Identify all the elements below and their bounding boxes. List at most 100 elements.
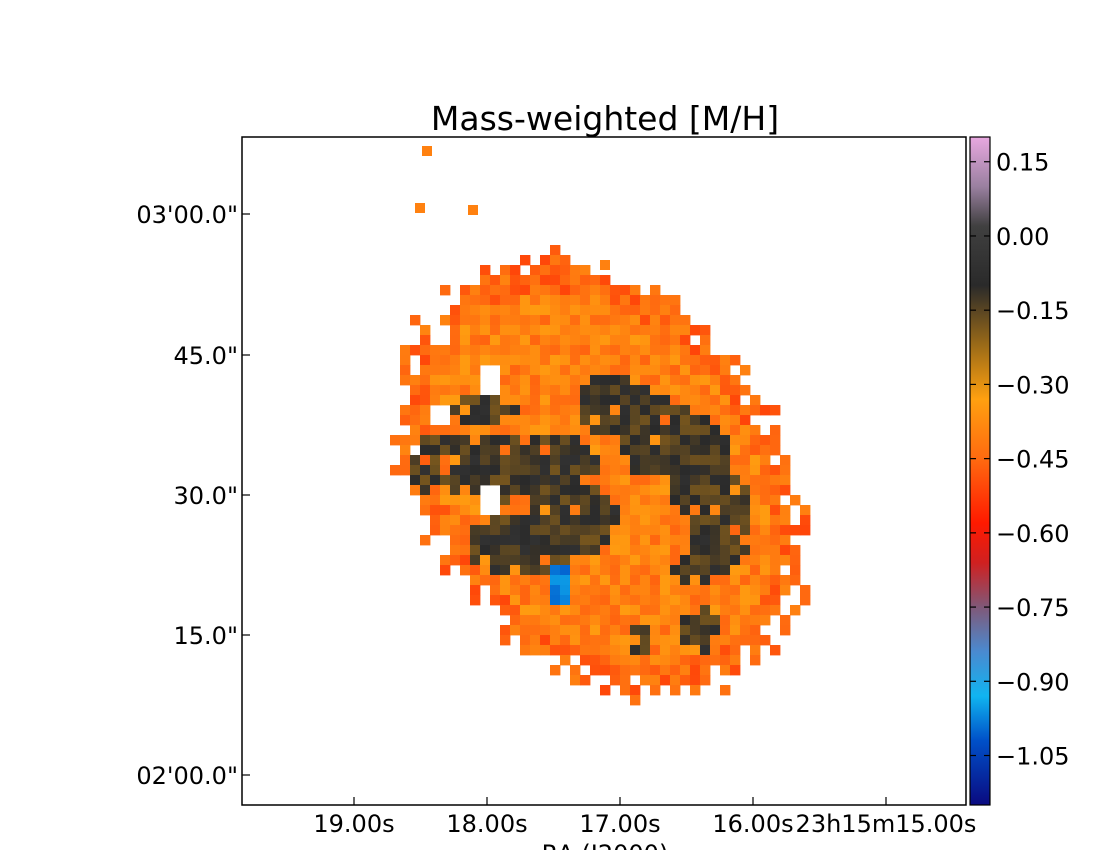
map-pixel <box>570 515 581 526</box>
map-pixel <box>620 305 631 316</box>
map-pixel <box>570 285 581 296</box>
map-pixel <box>740 415 751 426</box>
map-pixel <box>510 295 521 306</box>
map-pixel <box>710 655 721 666</box>
map-pixel <box>590 295 601 306</box>
map-pixel <box>480 335 491 346</box>
map-pixel <box>690 565 701 576</box>
map-pixel <box>720 385 731 396</box>
map-pixel <box>720 685 731 696</box>
map-pixel <box>620 545 631 556</box>
map-pixel <box>780 465 791 476</box>
map-pixel <box>710 405 721 416</box>
map-pixel <box>450 495 461 506</box>
map-pixel <box>470 415 481 426</box>
map-pixel <box>490 455 501 466</box>
map-pixel <box>570 535 581 546</box>
map-pixel <box>610 395 621 406</box>
map-pixel <box>520 545 531 556</box>
map-pixel <box>520 465 531 476</box>
map-pixel <box>610 585 621 596</box>
map-pixel <box>500 295 511 306</box>
map-pixel <box>540 395 551 406</box>
map-pixel <box>600 565 611 576</box>
map-pixel <box>510 575 521 586</box>
map-pixel <box>620 475 631 486</box>
map-pixel <box>770 445 781 456</box>
map-pixel <box>620 375 631 386</box>
map-pixel <box>560 555 571 566</box>
map-pixel <box>580 555 591 566</box>
map-pixel <box>660 675 671 686</box>
map-pixel <box>460 525 471 536</box>
map-pixel <box>560 495 571 506</box>
map-pixel <box>460 335 471 346</box>
map-pixel <box>710 375 721 386</box>
map-pixel <box>550 395 561 406</box>
map-pixel <box>790 525 801 536</box>
map-pixel <box>750 625 761 636</box>
map-pixel <box>520 635 531 646</box>
map-pixel <box>570 425 581 436</box>
map-pixel <box>760 505 771 516</box>
map-pixel <box>510 445 521 456</box>
map-pixel <box>770 585 781 596</box>
map-pixel <box>460 485 471 496</box>
map-pixel <box>510 455 521 466</box>
colorbar-tick-label: −1.05 <box>996 743 1070 771</box>
map-pixel <box>510 385 521 396</box>
map-pixel <box>640 395 651 406</box>
map-pixel <box>570 665 581 676</box>
map-pixel <box>620 315 631 326</box>
map-pixel <box>560 375 571 386</box>
map-pixel <box>520 365 531 376</box>
map-pixel <box>630 595 641 606</box>
map-pixel <box>580 285 591 296</box>
map-pixel <box>580 515 591 526</box>
map-pixel <box>540 375 551 386</box>
map-pixel <box>690 485 701 496</box>
map-pixel <box>640 365 651 376</box>
map-pixel <box>670 545 681 556</box>
map-pixel <box>590 545 601 556</box>
map-pixel <box>500 375 511 386</box>
map-pixel <box>550 315 561 326</box>
map-pixel <box>620 675 631 686</box>
map-pixel <box>640 475 651 486</box>
map-pixel <box>710 385 721 396</box>
map-pixel <box>590 415 601 426</box>
map-pixel <box>450 335 461 346</box>
map-pixel <box>590 305 601 316</box>
map-pixel <box>670 625 681 636</box>
map-pixel <box>560 635 571 646</box>
map-pixel <box>780 545 791 556</box>
map-pixel <box>560 395 571 406</box>
map-pixel <box>700 445 711 456</box>
map-pixel <box>500 635 511 646</box>
map-pixel <box>760 535 771 546</box>
map-pixel <box>560 455 571 466</box>
map-pixel <box>670 335 681 346</box>
map-pixel <box>570 635 581 646</box>
map-pixel <box>440 435 451 446</box>
map-pixel <box>560 645 571 656</box>
map-pixel <box>520 255 531 266</box>
map-pixel <box>770 555 781 566</box>
map-pixel <box>630 685 641 696</box>
map-pixel <box>650 435 661 446</box>
map-pixel <box>650 635 661 646</box>
map-pixel <box>760 515 771 526</box>
map-pixel <box>450 345 461 356</box>
map-pixel <box>580 265 591 276</box>
map-pixel <box>640 505 651 516</box>
map-pixel <box>630 425 641 436</box>
y-tick-label: 45.0" <box>174 342 238 370</box>
map-pixel <box>750 425 761 436</box>
map-pixel <box>520 325 531 336</box>
map-pixel <box>630 395 641 406</box>
map-pixel <box>750 565 761 576</box>
map-pixel <box>740 535 751 546</box>
map-pixel <box>710 485 721 496</box>
map-pixel <box>660 505 671 516</box>
map-pixel <box>510 315 521 326</box>
